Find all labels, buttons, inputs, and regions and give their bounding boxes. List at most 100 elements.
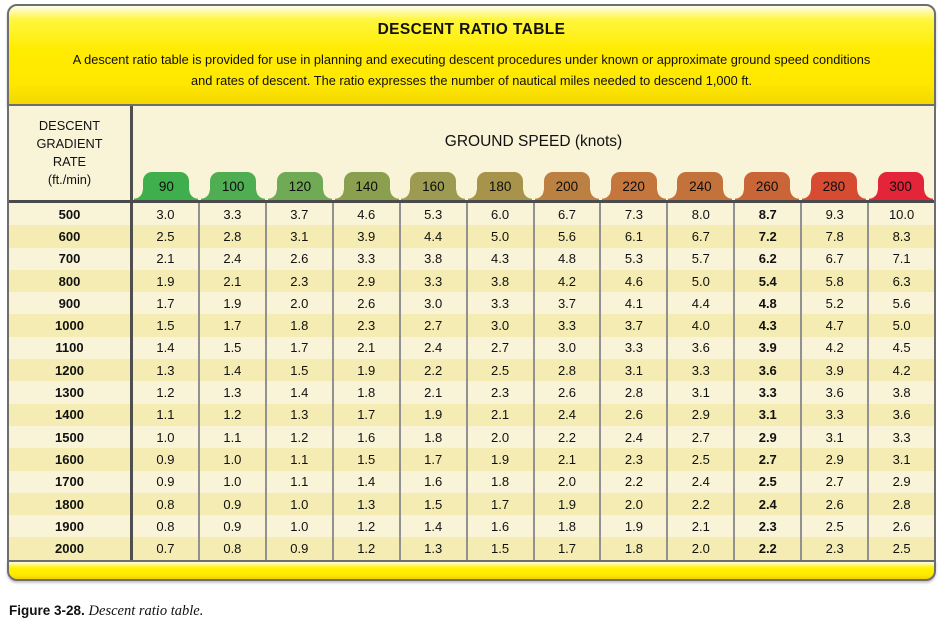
ratio-cell: 5.0 — [465, 225, 533, 248]
ratio-cell: 2.7 — [666, 425, 733, 449]
ratio-cell: 1.6 — [465, 515, 533, 538]
ratio-cell: 3.7 — [532, 292, 600, 315]
ratio-cell: 3.6 — [666, 336, 733, 360]
ratio-cell: 10.0 — [867, 203, 934, 226]
rate-cell: 1300 — [9, 381, 133, 404]
ratio-cell: 2.2 — [733, 537, 800, 560]
rate-cell: 700 — [9, 247, 133, 270]
speed-tab: 140 — [334, 172, 399, 200]
speed-tab-cell: 120 — [267, 172, 334, 200]
ratio-cell: 3.9 — [733, 336, 800, 360]
ratio-cell: 3.9 — [331, 225, 399, 248]
speed-tabs-row: 90 100 120 140 160 180 200 220 240 — [133, 172, 934, 200]
ratio-cell: 2.9 — [800, 448, 867, 471]
ratio-cell: 2.1 — [156, 251, 175, 267]
ratio-cell: 7.2 — [733, 225, 800, 248]
ratio-cell: 3.3 — [331, 247, 399, 270]
ratio-cell: 5.6 — [532, 225, 600, 248]
table-row: 1100 1.4 1.5 1.7 2.1 2.4 2.7 3.0 3.3 3.6 3.9 4.2 4.… — [9, 336, 934, 360]
ratio-cell: 3.3 — [532, 314, 600, 337]
ratio-cell: 6.1 — [599, 225, 666, 248]
ratio-cell: 4.4 — [398, 225, 466, 248]
ratio-cell: 3.0 — [398, 292, 466, 315]
ratio-cell: 1.5 — [156, 318, 175, 334]
rate-cell: 1200 — [9, 359, 133, 382]
ratio-cell: 1.4 — [197, 359, 265, 382]
rate-cell: 500 — [9, 203, 133, 226]
ratio-cell: 2.2 — [599, 470, 666, 493]
rate-cell: 1800 — [9, 492, 133, 516]
ratio-cell: 3.9 — [800, 359, 867, 382]
ratio-cell: 2.4 — [666, 470, 733, 493]
speed-tab-label: 220 — [622, 178, 645, 194]
ratio-cell: 6.2 — [733, 247, 800, 270]
caption-label: Figure 3-28. — [9, 602, 85, 618]
ratio-cell: 4.4 — [666, 292, 733, 315]
ratio-cell: 5.7 — [666, 247, 733, 270]
speed-tab-label: 180 — [488, 178, 512, 194]
ratio-cell: 4.8 — [532, 247, 600, 270]
caption-text: Descent ratio table. — [88, 602, 204, 619]
ratio-cell: 2.6 — [532, 381, 600, 404]
ratio-cell: 1.5 — [264, 359, 332, 382]
ratio-cell: 2.6 — [800, 492, 867, 516]
ratio-cell: 2.7 — [733, 448, 800, 471]
speed-tab: 300 — [868, 172, 933, 200]
ratio-cell: 2.8 — [599, 381, 666, 404]
ratio-cell: 4.8 — [733, 292, 800, 315]
ratio-cell: 3.1 — [264, 225, 332, 248]
speed-tab: 240 — [668, 172, 733, 200]
ratio-cell: 3.3 — [666, 359, 733, 382]
ratio-cell: 6.7 — [532, 203, 600, 226]
rate-column-header: DESCENT GRADIENT RATE (ft./min) — [9, 106, 133, 200]
figure-footer-bar — [7, 559, 936, 581]
ratio-cell: 2.0 — [465, 425, 533, 449]
table-row: 1200 1.3 1.4 1.5 1.9 2.2 2.5 2.8 3.1 3.3 3.6 3.9 4.… — [9, 359, 934, 382]
ratio-cell: 3.1 — [800, 425, 867, 449]
ratio-cell: 2.1 — [666, 515, 733, 538]
ratio-cell: 2.9 — [666, 403, 733, 426]
ratio-cell: 1.1 — [264, 470, 332, 493]
ratio-cell: 0.9 — [156, 474, 175, 490]
ratio-cell: 1.9 — [532, 492, 600, 516]
speed-tab-cell: 240 — [667, 172, 734, 200]
rate-cell: 1600 — [9, 448, 133, 471]
ratio-cell: 0.8 — [197, 537, 265, 560]
ratio-cell: 2.0 — [666, 537, 733, 560]
speed-tab: 180 — [468, 172, 533, 200]
ratio-cell: 1.3 — [331, 492, 399, 516]
ratio-cell: 2.7 — [398, 314, 466, 337]
ratio-cell: 2.3 — [465, 381, 533, 404]
ratio-cell: 2.3 — [599, 448, 666, 471]
table-row: 1300 1.2 1.3 1.4 1.8 2.1 2.3 2.6 2.8 3.1 3.3 3.6 3.… — [9, 381, 934, 404]
ratio-cell: 4.1 — [599, 292, 666, 315]
speed-tab-cell: 160 — [400, 172, 467, 200]
speed-tab: 280 — [801, 172, 866, 200]
ratio-cell: 3.8 — [867, 381, 934, 404]
ratio-cell: 1.9 — [197, 292, 265, 315]
ratio-cell: 1.3 — [264, 403, 332, 426]
ratio-cell: 2.2 — [532, 425, 600, 449]
speed-tab: 100 — [201, 172, 266, 200]
ratio-cell: 1.5 — [197, 336, 265, 360]
ratio-cell: 5.3 — [599, 247, 666, 270]
ratio-cell: 2.0 — [599, 492, 666, 516]
ratio-cell: 3.6 — [867, 403, 934, 426]
table-row: 1600 0.9 1.0 1.1 1.5 1.7 1.9 2.1 2.3 2.5 2.7 2.9 3.… — [9, 448, 934, 471]
rate-cell: 600 — [9, 225, 133, 248]
rate-cell: 1900 — [9, 515, 133, 538]
speed-tab-cell: 140 — [333, 172, 400, 200]
ratio-cell: 3.8 — [465, 269, 533, 293]
ratio-cell: 1.4 — [156, 340, 175, 356]
ratio-cell: 1.2 — [156, 385, 175, 401]
ratio-cell: 0.8 — [156, 518, 175, 534]
table-row: 1700 0.9 1.0 1.1 1.4 1.6 1.8 2.0 2.2 2.4 2.5 2.7 2.… — [9, 470, 934, 493]
speed-tab-label: 200 — [555, 178, 579, 194]
table-row: 900 1.7 1.9 2.0 2.6 3.0 3.3 3.7 4.1 4.4 4.8 5.2 5.6 — [9, 292, 934, 315]
ratio-cell: 3.1 — [666, 381, 733, 404]
speed-tab: 260 — [735, 172, 800, 200]
ratio-cell: 2.5 — [800, 515, 867, 538]
rate-cell: 900 — [9, 292, 133, 315]
ratio-cell: 1.8 — [331, 381, 399, 404]
ground-speed-header-area: GROUND SPEED (knots) 90 100 120 140 160 … — [133, 106, 934, 200]
